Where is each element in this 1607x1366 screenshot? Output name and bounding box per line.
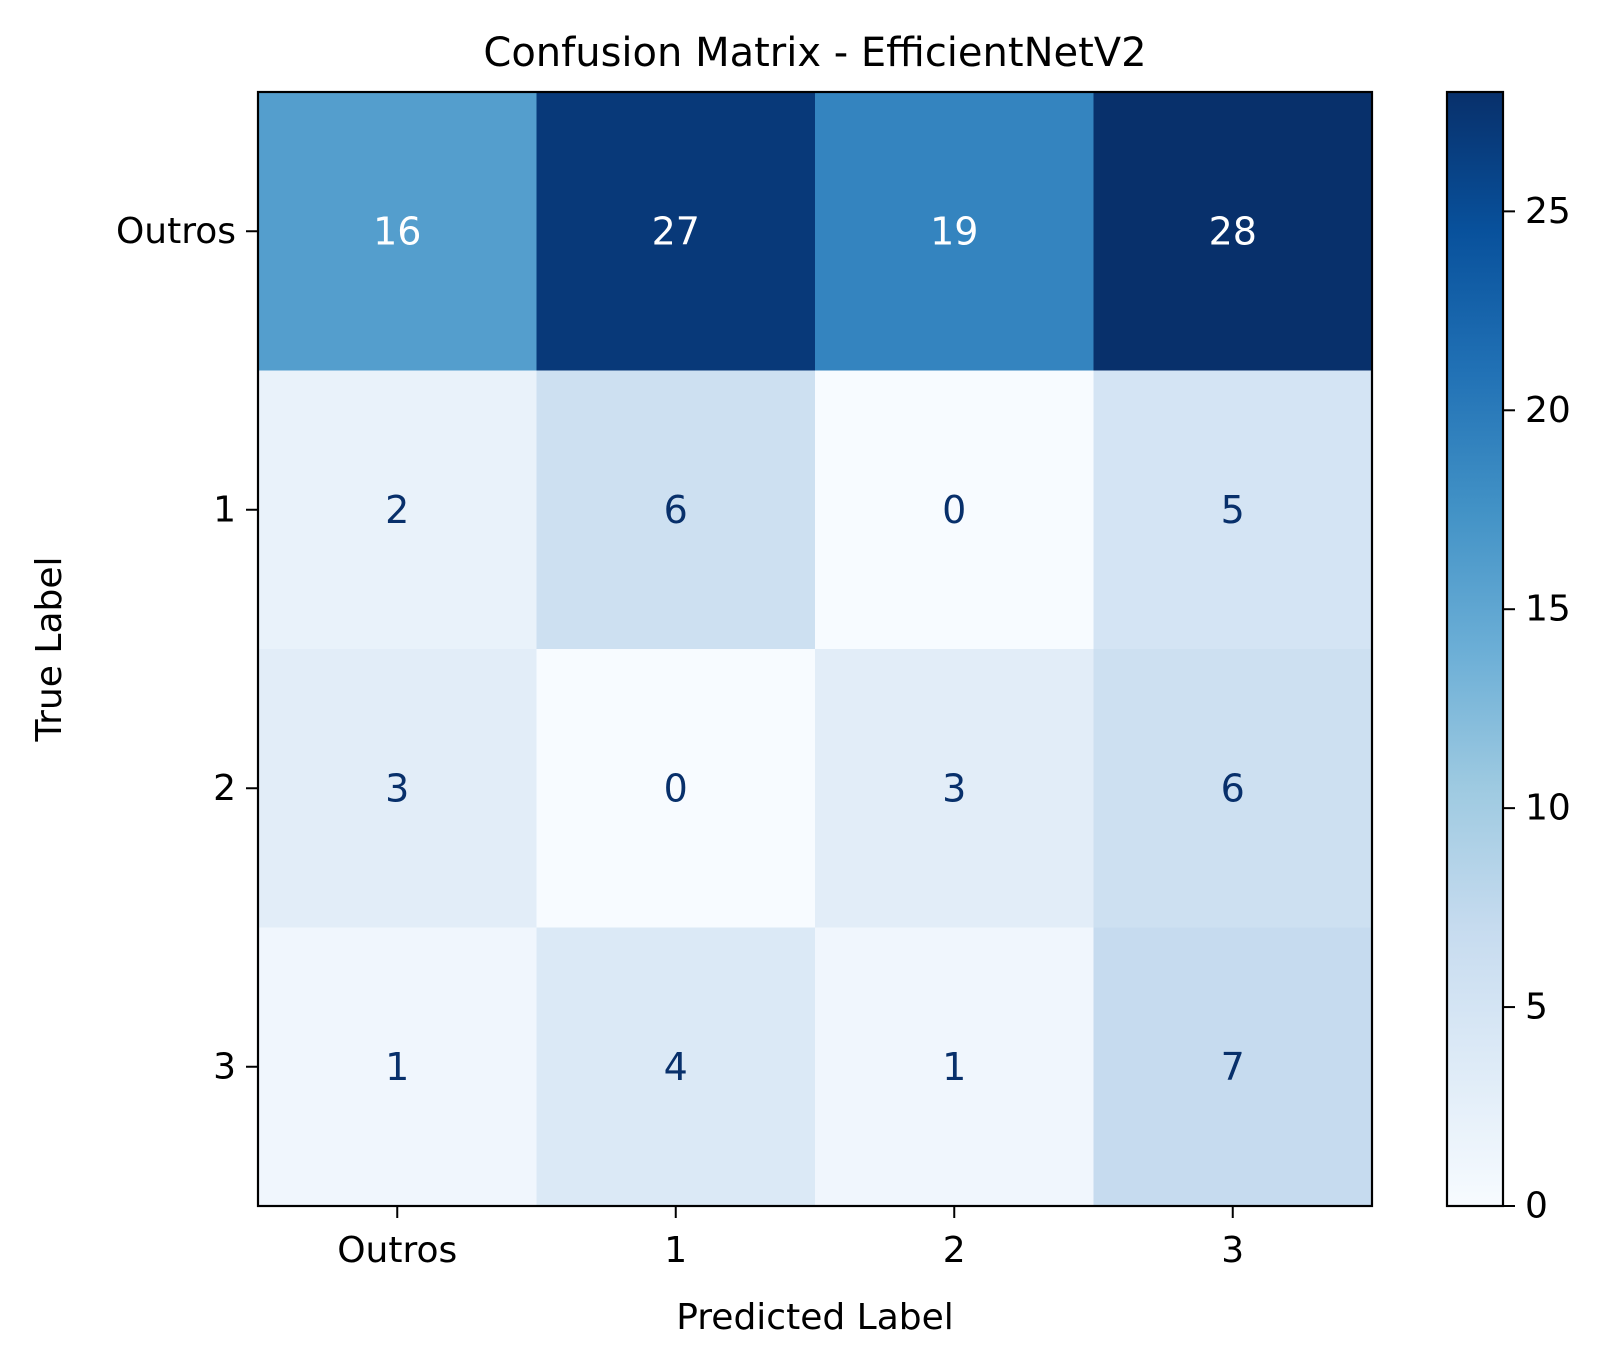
cell-value-label: 28	[1209, 209, 1257, 253]
colorbar-tick-label: 25	[1525, 191, 1571, 232]
heatmap-cell	[536, 649, 816, 928]
x-axis-label: Predicted Label	[676, 1297, 954, 1338]
cell-value-label: 1	[942, 1045, 966, 1089]
heatmap-cell	[258, 370, 537, 650]
heatmap-cell	[258, 92, 537, 371]
y-axis-label: True Label	[29, 556, 70, 742]
cell-value-label: 0	[942, 488, 966, 532]
colorbar-tick-label: 10	[1525, 788, 1571, 829]
x-tick-label: 2	[943, 1230, 966, 1271]
y-tick-label: 2	[213, 768, 236, 809]
plot-frame	[256, 90, 1374, 1208]
y-tick-label: 1	[213, 489, 236, 530]
x-tick-label: 3	[1221, 1230, 1244, 1271]
y-axis: Outros 1 2 3	[116, 211, 258, 1087]
colorbar: 0 5 10 15 20 25	[1445, 90, 1571, 1227]
cell-value-label: 3	[942, 766, 966, 810]
x-tick-label: Outros	[337, 1230, 457, 1271]
y-tick-label: 3	[213, 1046, 236, 1087]
colorbar-tick-label: 0	[1525, 1186, 1548, 1227]
colorbar-tick-label: 5	[1525, 987, 1548, 1028]
cell-value-labels: 16 27 19 28 2 6 0 5 3 0 3 6 1 4 1 7	[373, 209, 1257, 1089]
cell-value-label: 16	[373, 209, 421, 253]
y-tick-label: Outros	[116, 211, 236, 252]
heatmap-cell	[1093, 92, 1373, 371]
x-axis: Outros 1 2 3	[337, 1206, 1244, 1271]
cell-value-label: 4	[664, 1045, 688, 1089]
heatmap-cell	[815, 649, 1094, 928]
heatmap-cell	[1093, 649, 1373, 928]
heatmap-cell	[815, 370, 1094, 650]
cell-value-label: 0	[664, 766, 688, 810]
cell-value-label: 6	[664, 488, 688, 532]
cell-value-label: 6	[1221, 766, 1245, 810]
colorbar-ticks: 0 5 10 15 20 25	[1503, 191, 1571, 1227]
heatmap-cell	[536, 927, 816, 1207]
cell-value-label: 7	[1221, 1045, 1245, 1089]
cell-value-label: 27	[652, 209, 700, 253]
cell-value-label: 1	[385, 1045, 409, 1089]
heatmap-cell	[815, 927, 1094, 1207]
cell-value-label: 3	[385, 766, 409, 810]
cell-value-label: 19	[930, 209, 978, 253]
heatmap-cell	[1093, 927, 1373, 1207]
heatmap-cell	[1093, 370, 1373, 650]
heatmap-cell	[258, 927, 537, 1207]
heatmap-cell	[815, 92, 1094, 371]
colorbar-gradient	[1445, 90, 1505, 1208]
colorbar-tick-label: 20	[1525, 390, 1571, 431]
colorbar-tick-label: 15	[1525, 589, 1571, 630]
x-tick-label: 1	[664, 1230, 687, 1271]
chart-title: Confusion Matrix - EfficientNetV2	[483, 30, 1146, 76]
cell-value-label: 5	[1221, 488, 1245, 532]
heatmap-cells	[258, 92, 1373, 1207]
cell-value-label: 2	[385, 488, 409, 532]
heatmap-cell	[536, 370, 816, 650]
heatmap-cell	[258, 649, 537, 928]
heatmap-cell	[536, 92, 816, 371]
